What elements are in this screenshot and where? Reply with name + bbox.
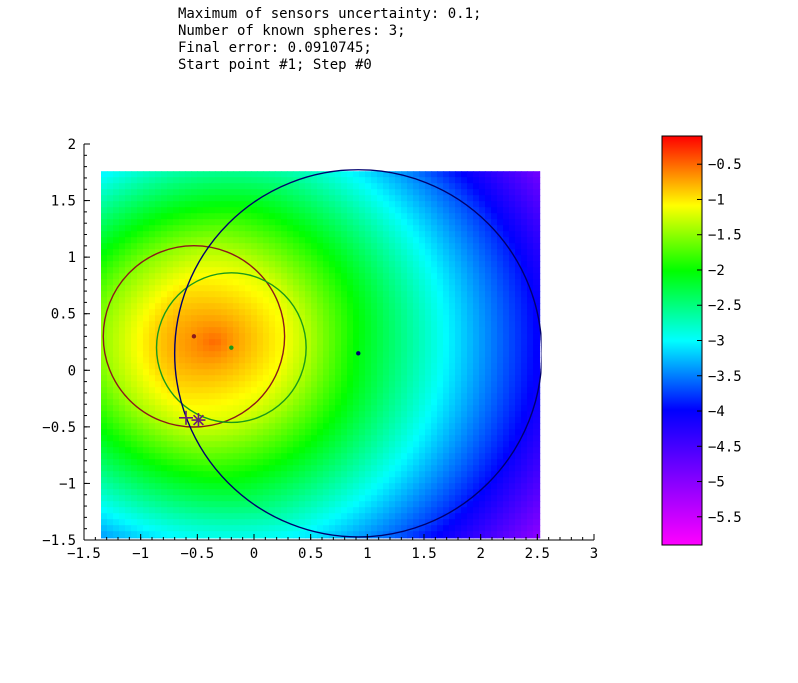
colorbar-tick-label: −3 xyxy=(708,334,725,350)
sphere-circle-3 xyxy=(174,169,542,538)
colorbar: −0.5 −1 −1.5 −2 −2.5 −3 −3.5 −4 −4.5 −5 −5.5 xyxy=(661,135,742,546)
x-tick-label: −1.5 xyxy=(67,546,101,562)
sphere-centers xyxy=(191,334,361,356)
x-tick-label: 1.5 xyxy=(411,546,436,562)
y-tick-label: 0.5 xyxy=(51,307,76,323)
x-tick-label: 3 xyxy=(590,546,598,562)
colorbar-tick-label: −1 xyxy=(708,192,725,208)
sphere-circle-2 xyxy=(155,272,307,424)
y-tick-label: 1.5 xyxy=(51,194,76,210)
colorbar-tick-label: −5.5 xyxy=(708,510,742,526)
colorbar-tick-label: −2 xyxy=(708,263,725,279)
y-tick-label: −0.5 xyxy=(42,420,76,436)
header-text: Maximum of sensors uncertainty: 0.1; Num… xyxy=(178,6,481,74)
colorbar-tick-label: −0.5 xyxy=(708,157,742,173)
estimate-markers xyxy=(179,410,206,428)
header-line-uncertainty: Maximum of sensors uncertainty: 0.1; xyxy=(178,6,482,22)
colorbar-gradient xyxy=(661,135,703,546)
y-tick-label: 0 xyxy=(68,363,76,379)
sphere-circles xyxy=(102,169,542,538)
x-tick-label: 0 xyxy=(250,546,258,562)
y-tick-label: −1.5 xyxy=(42,533,76,549)
estimate-marker-asterisk xyxy=(191,413,206,428)
x-tick-label: 2.5 xyxy=(525,546,550,562)
colorbar-tick-label: −2.5 xyxy=(708,298,742,314)
heatmap-field xyxy=(101,171,541,539)
y-tick-label: 1 xyxy=(68,250,76,266)
colorbar-tick-label: −3.5 xyxy=(708,369,742,385)
sphere-center-3 xyxy=(356,351,361,356)
axes: −1.5 −1 −0.5 0 0.5 1 1.5 2 2.5 3 −1.5 −1 −0.5 0 0.5 1 1.… xyxy=(42,137,598,562)
y-tick-label: −1 xyxy=(59,476,76,492)
x-tick-label: −0.5 xyxy=(180,546,214,562)
sphere-center-1 xyxy=(191,334,197,339)
x-tick-label: −1 xyxy=(132,546,149,562)
header-line-spheres: Number of known spheres: 3; xyxy=(178,23,406,39)
y-tick-label: 2 xyxy=(68,137,76,153)
colorbar-tick-label: −4.5 xyxy=(708,439,742,455)
header-line-step: Start point #1; Step #0 xyxy=(178,57,372,73)
estimate-marker-plus xyxy=(179,410,193,425)
x-tick-label: 2 xyxy=(476,546,484,562)
colorbar-tick-label: −1.5 xyxy=(708,228,742,244)
colorbar-tick-label: −5 xyxy=(708,475,725,491)
sphere-center-2 xyxy=(229,345,234,350)
x-tick-label: 0.5 xyxy=(298,546,323,562)
sphere-circle-1 xyxy=(102,244,286,428)
header-line-error: Final error: 0.0910745; xyxy=(178,40,372,56)
x-tick-label: 1 xyxy=(363,546,371,562)
colorbar-tick-label: −4 xyxy=(708,404,725,420)
